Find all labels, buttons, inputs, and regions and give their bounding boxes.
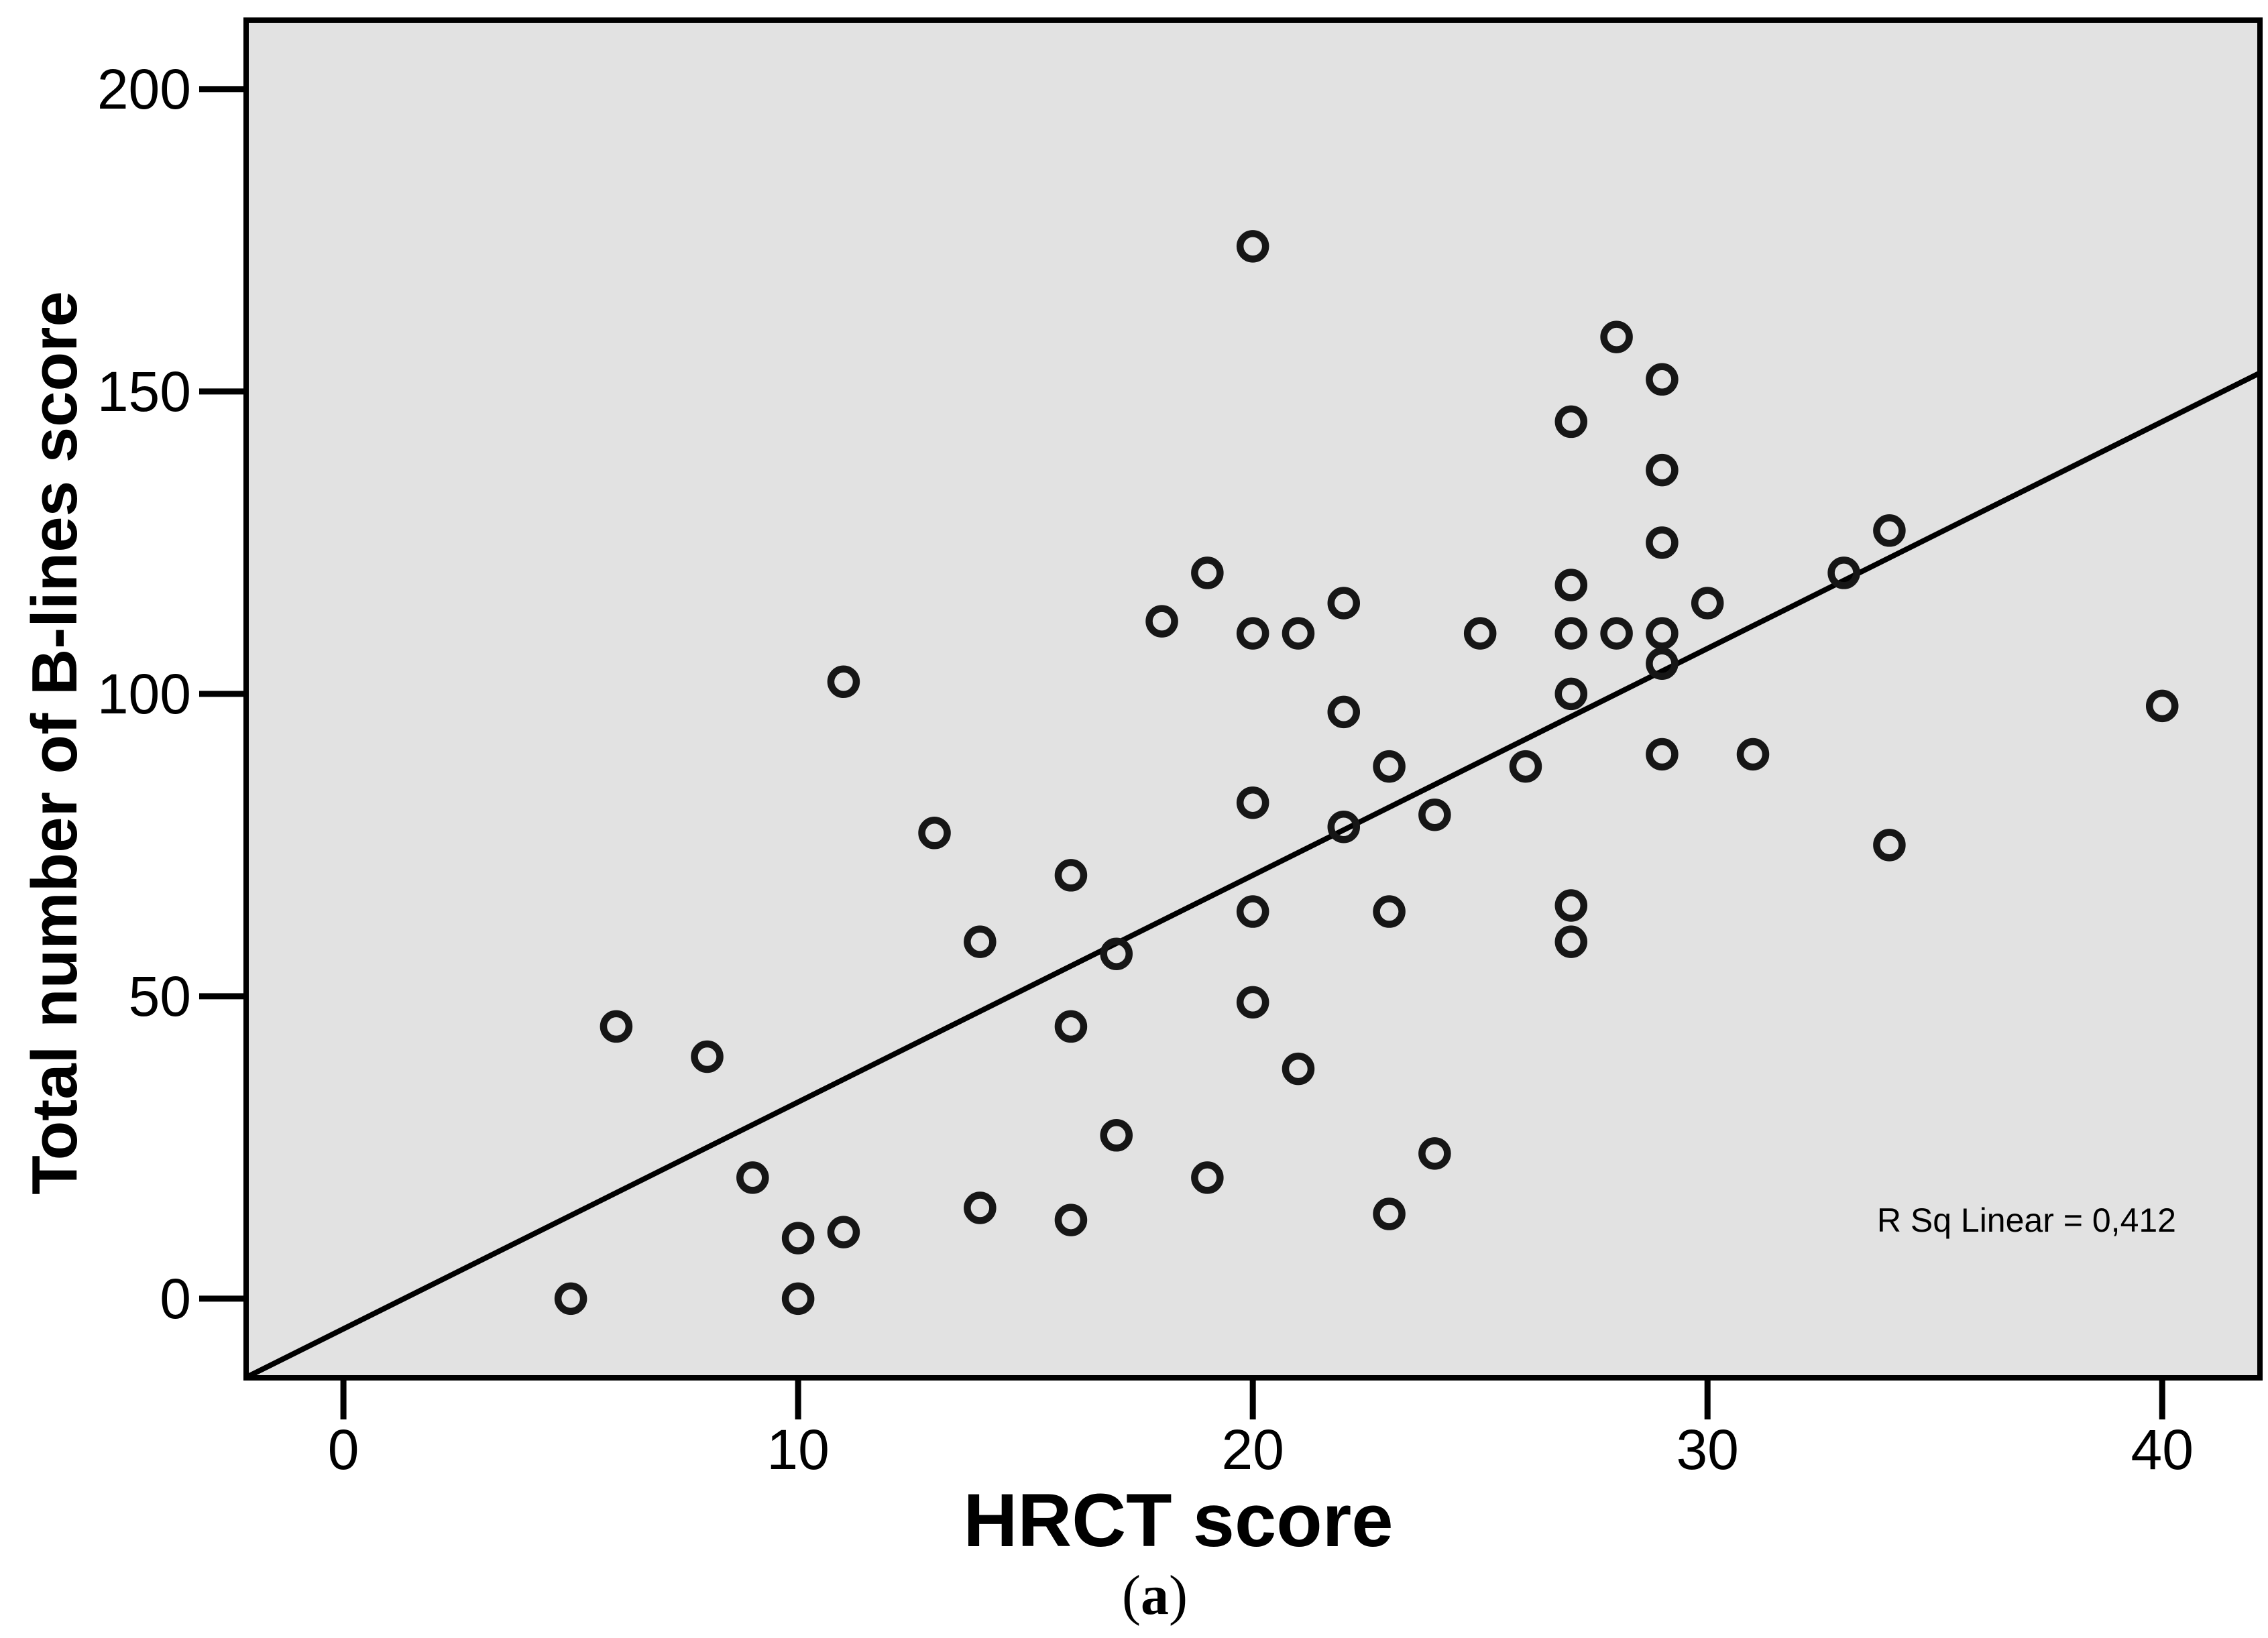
data-point <box>1100 1119 1133 1152</box>
scatter-points <box>554 230 2179 1315</box>
data-point <box>1736 738 1770 771</box>
data-point <box>554 1282 587 1315</box>
data-point <box>736 1161 769 1194</box>
data-point <box>1554 569 1588 601</box>
data-point <box>1600 617 1633 650</box>
data-point <box>1054 859 1088 892</box>
data-point <box>1646 526 1679 559</box>
data-point <box>1418 1137 1451 1170</box>
data-point <box>1873 514 1906 547</box>
data-point <box>1418 798 1451 831</box>
data-point <box>827 1216 860 1248</box>
data-point <box>964 925 997 958</box>
data-point <box>1282 617 1315 650</box>
data-point <box>1554 405 1588 438</box>
data-point <box>1100 937 1133 970</box>
data-point <box>1554 889 1588 922</box>
data-point <box>781 1222 815 1254</box>
data-point <box>1327 811 1361 843</box>
y-tick-label: 0 <box>160 1267 191 1330</box>
data-point <box>1054 1010 1088 1043</box>
caption-open-paren: ( <box>1122 1564 1141 1627</box>
data-point <box>1646 647 1679 680</box>
data-point <box>600 1010 633 1043</box>
data-point <box>1509 750 1542 783</box>
data-point <box>918 817 951 850</box>
x-tick-label: 0 <box>327 1418 359 1481</box>
y-tick-label: 100 <box>97 662 191 725</box>
y-tick-label: 200 <box>97 57 191 121</box>
regression-line <box>245 370 2261 1380</box>
x-tick-label: 40 <box>2131 1418 2194 1481</box>
data-point <box>1145 605 1178 638</box>
plot-area-background <box>246 20 2260 1378</box>
r-squared-annotation: R Sq Linear = 0,412 <box>1876 1202 2176 1239</box>
data-point <box>1236 786 1269 819</box>
x-tick-label: 20 <box>1221 1418 1284 1481</box>
data-point <box>1646 363 1679 396</box>
data-point <box>1236 230 1269 263</box>
data-point <box>1646 453 1679 487</box>
data-point <box>2145 689 2179 723</box>
y-tick-label: 50 <box>128 964 191 1028</box>
y-tick-label: 150 <box>97 359 191 423</box>
data-point <box>1191 1161 1224 1194</box>
data-point <box>1600 320 1633 353</box>
x-axis-title: HRCT score <box>963 1478 1394 1562</box>
data-point <box>1827 557 1860 589</box>
data-point <box>1236 895 1269 928</box>
caption-letter: a <box>1141 1564 1169 1627</box>
data-point <box>964 1191 997 1224</box>
plot-area-frame <box>243 17 2263 1381</box>
data-point <box>1327 695 1361 729</box>
data-point <box>781 1282 815 1315</box>
x-tick-label: 10 <box>767 1418 830 1481</box>
data-point <box>1236 617 1269 650</box>
data-point <box>1646 738 1679 771</box>
data-point <box>1236 986 1269 1019</box>
data-point <box>1373 1197 1406 1230</box>
data-point <box>1554 677 1588 711</box>
data-point <box>691 1040 724 1073</box>
data-point <box>1554 925 1588 958</box>
data-point <box>1327 587 1361 620</box>
data-point <box>1691 587 1724 620</box>
data-point <box>1191 557 1224 589</box>
figure-caption: (a) <box>954 1561 1356 1631</box>
axis-tick-marks <box>199 86 2165 1419</box>
y-axis-title: Total number of B-lines score <box>19 291 91 1195</box>
x-tick-label: 30 <box>1676 1418 1739 1481</box>
data-point <box>827 665 860 699</box>
data-point <box>1646 617 1679 650</box>
data-point <box>1554 617 1588 650</box>
data-point <box>1873 829 1906 862</box>
caption-close-paren: ) <box>1169 1564 1188 1627</box>
data-point <box>1054 1204 1088 1236</box>
data-point <box>1282 1052 1315 1086</box>
data-point <box>1373 750 1406 783</box>
data-point <box>1373 895 1406 928</box>
data-point <box>1463 617 1497 650</box>
